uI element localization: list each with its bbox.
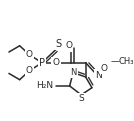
Text: O: O <box>101 64 108 73</box>
Text: P: P <box>39 58 45 68</box>
Text: H₂N: H₂N <box>36 81 54 90</box>
Text: S: S <box>78 94 84 103</box>
Text: O: O <box>26 50 33 59</box>
Text: O: O <box>53 58 60 67</box>
Text: —: — <box>111 57 120 66</box>
Text: S: S <box>55 39 61 49</box>
Text: N: N <box>70 68 76 77</box>
Text: O: O <box>65 41 72 50</box>
Text: O: O <box>26 66 33 75</box>
Text: CH₃: CH₃ <box>119 57 134 66</box>
Text: N: N <box>96 71 102 80</box>
